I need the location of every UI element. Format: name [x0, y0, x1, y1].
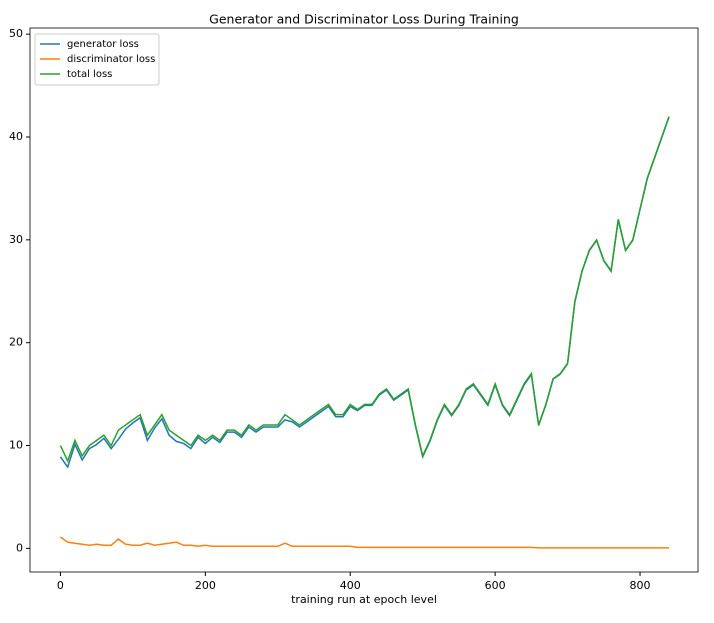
- legend-box: [34, 33, 160, 86]
- y-tick-label: 40: [9, 130, 23, 143]
- series-line: [59, 536, 670, 549]
- x-tick-label: 200: [195, 579, 216, 592]
- y-tick-label: 30: [9, 233, 23, 246]
- series-line: [59, 116, 670, 463]
- x-tick-label: 600: [485, 579, 506, 592]
- x-tick-label: 800: [630, 579, 651, 592]
- y-tick-label: 20: [9, 336, 23, 349]
- x-axis-label: training run at epoch level: [291, 593, 437, 606]
- y-tick-label: 50: [9, 27, 23, 40]
- chart-title: Generator and Discriminator Loss During …: [209, 12, 519, 27]
- x-tick-label: 0: [57, 579, 64, 592]
- y-tick-label: 0: [16, 541, 23, 554]
- plot-frame: [29, 27, 699, 573]
- legend-label: total loss: [67, 69, 112, 80]
- x-tick-label: 400: [340, 579, 361, 592]
- y-tick-label: 10: [9, 439, 23, 452]
- legend-label: generator loss: [67, 39, 139, 50]
- legend-label: discriminator loss: [67, 54, 155, 65]
